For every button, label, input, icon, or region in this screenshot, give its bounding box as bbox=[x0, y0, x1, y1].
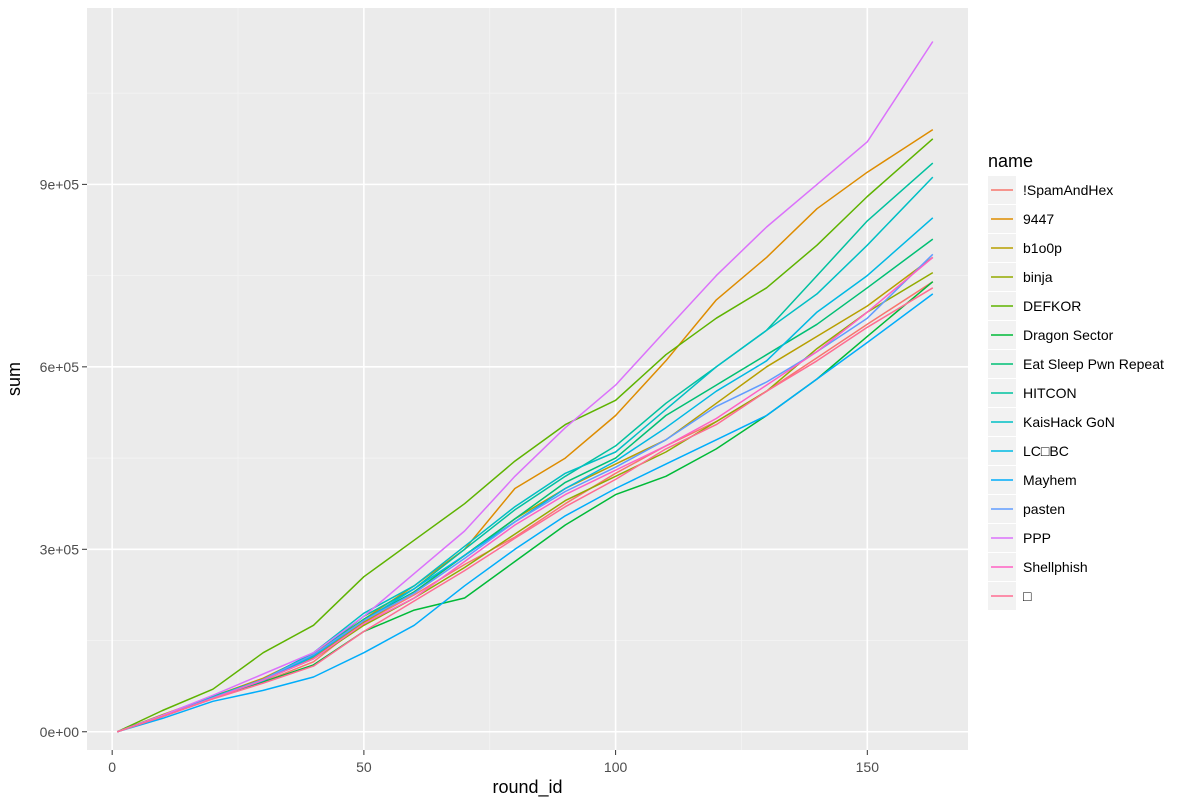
x-tick-label: 50 bbox=[356, 759, 372, 775]
legend-label: HITCON bbox=[1023, 385, 1077, 401]
legend-label: DEFKOR bbox=[1023, 298, 1081, 314]
legend-label: PPP bbox=[1023, 530, 1051, 546]
y-tick-label: 0e+00 bbox=[40, 724, 80, 740]
series-lines bbox=[116, 41, 934, 733]
legend-label: KaisHack GoN bbox=[1023, 414, 1115, 430]
legend-label: □ bbox=[1023, 588, 1032, 604]
x-tick-label: 0 bbox=[108, 759, 116, 775]
legend-label: Dragon Sector bbox=[1023, 327, 1114, 343]
series-line-ppp bbox=[116, 41, 934, 733]
series-line-mayhem bbox=[116, 293, 934, 733]
legend-label: pasten bbox=[1023, 501, 1065, 517]
y-axis: 0e+00 3e+05 6e+05 9e+05 bbox=[40, 176, 87, 740]
y-tick-label: 9e+05 bbox=[40, 176, 80, 192]
legend-label: binja bbox=[1023, 269, 1053, 285]
x-tick-label: 100 bbox=[604, 759, 628, 775]
legend-label: Mayhem bbox=[1023, 472, 1077, 488]
y-axis-title: sum bbox=[4, 362, 24, 396]
series-line-- bbox=[116, 287, 934, 733]
series-line-shellphish bbox=[116, 256, 934, 733]
legend-label: !SpamAndHex bbox=[1023, 182, 1113, 198]
legend-label: 9447 bbox=[1023, 211, 1054, 227]
series-line-defkor bbox=[116, 138, 934, 733]
legend-label: Eat Sleep Pwn Repeat bbox=[1023, 356, 1164, 372]
minor-gridlines bbox=[87, 8, 968, 750]
x-axis-title: round_id bbox=[492, 777, 562, 798]
series-line-9447 bbox=[116, 128, 934, 733]
plot-panel bbox=[87, 8, 968, 750]
legend-title: name bbox=[988, 151, 1033, 171]
x-tick-label: 150 bbox=[856, 759, 880, 775]
y-tick-label: 3e+05 bbox=[40, 541, 80, 557]
legend-label: LC□BC bbox=[1023, 443, 1069, 459]
y-tick-label: 6e+05 bbox=[40, 359, 80, 375]
legend: name !SpamAndHex 9447 b1o0p binja DEFKOR Drag… bbox=[988, 151, 1164, 610]
legend-label: Shellphish bbox=[1023, 559, 1088, 575]
x-axis: 0 50 100 150 bbox=[108, 750, 879, 775]
legend-label: b1o0p bbox=[1023, 240, 1062, 256]
major-gridlines bbox=[87, 8, 968, 750]
